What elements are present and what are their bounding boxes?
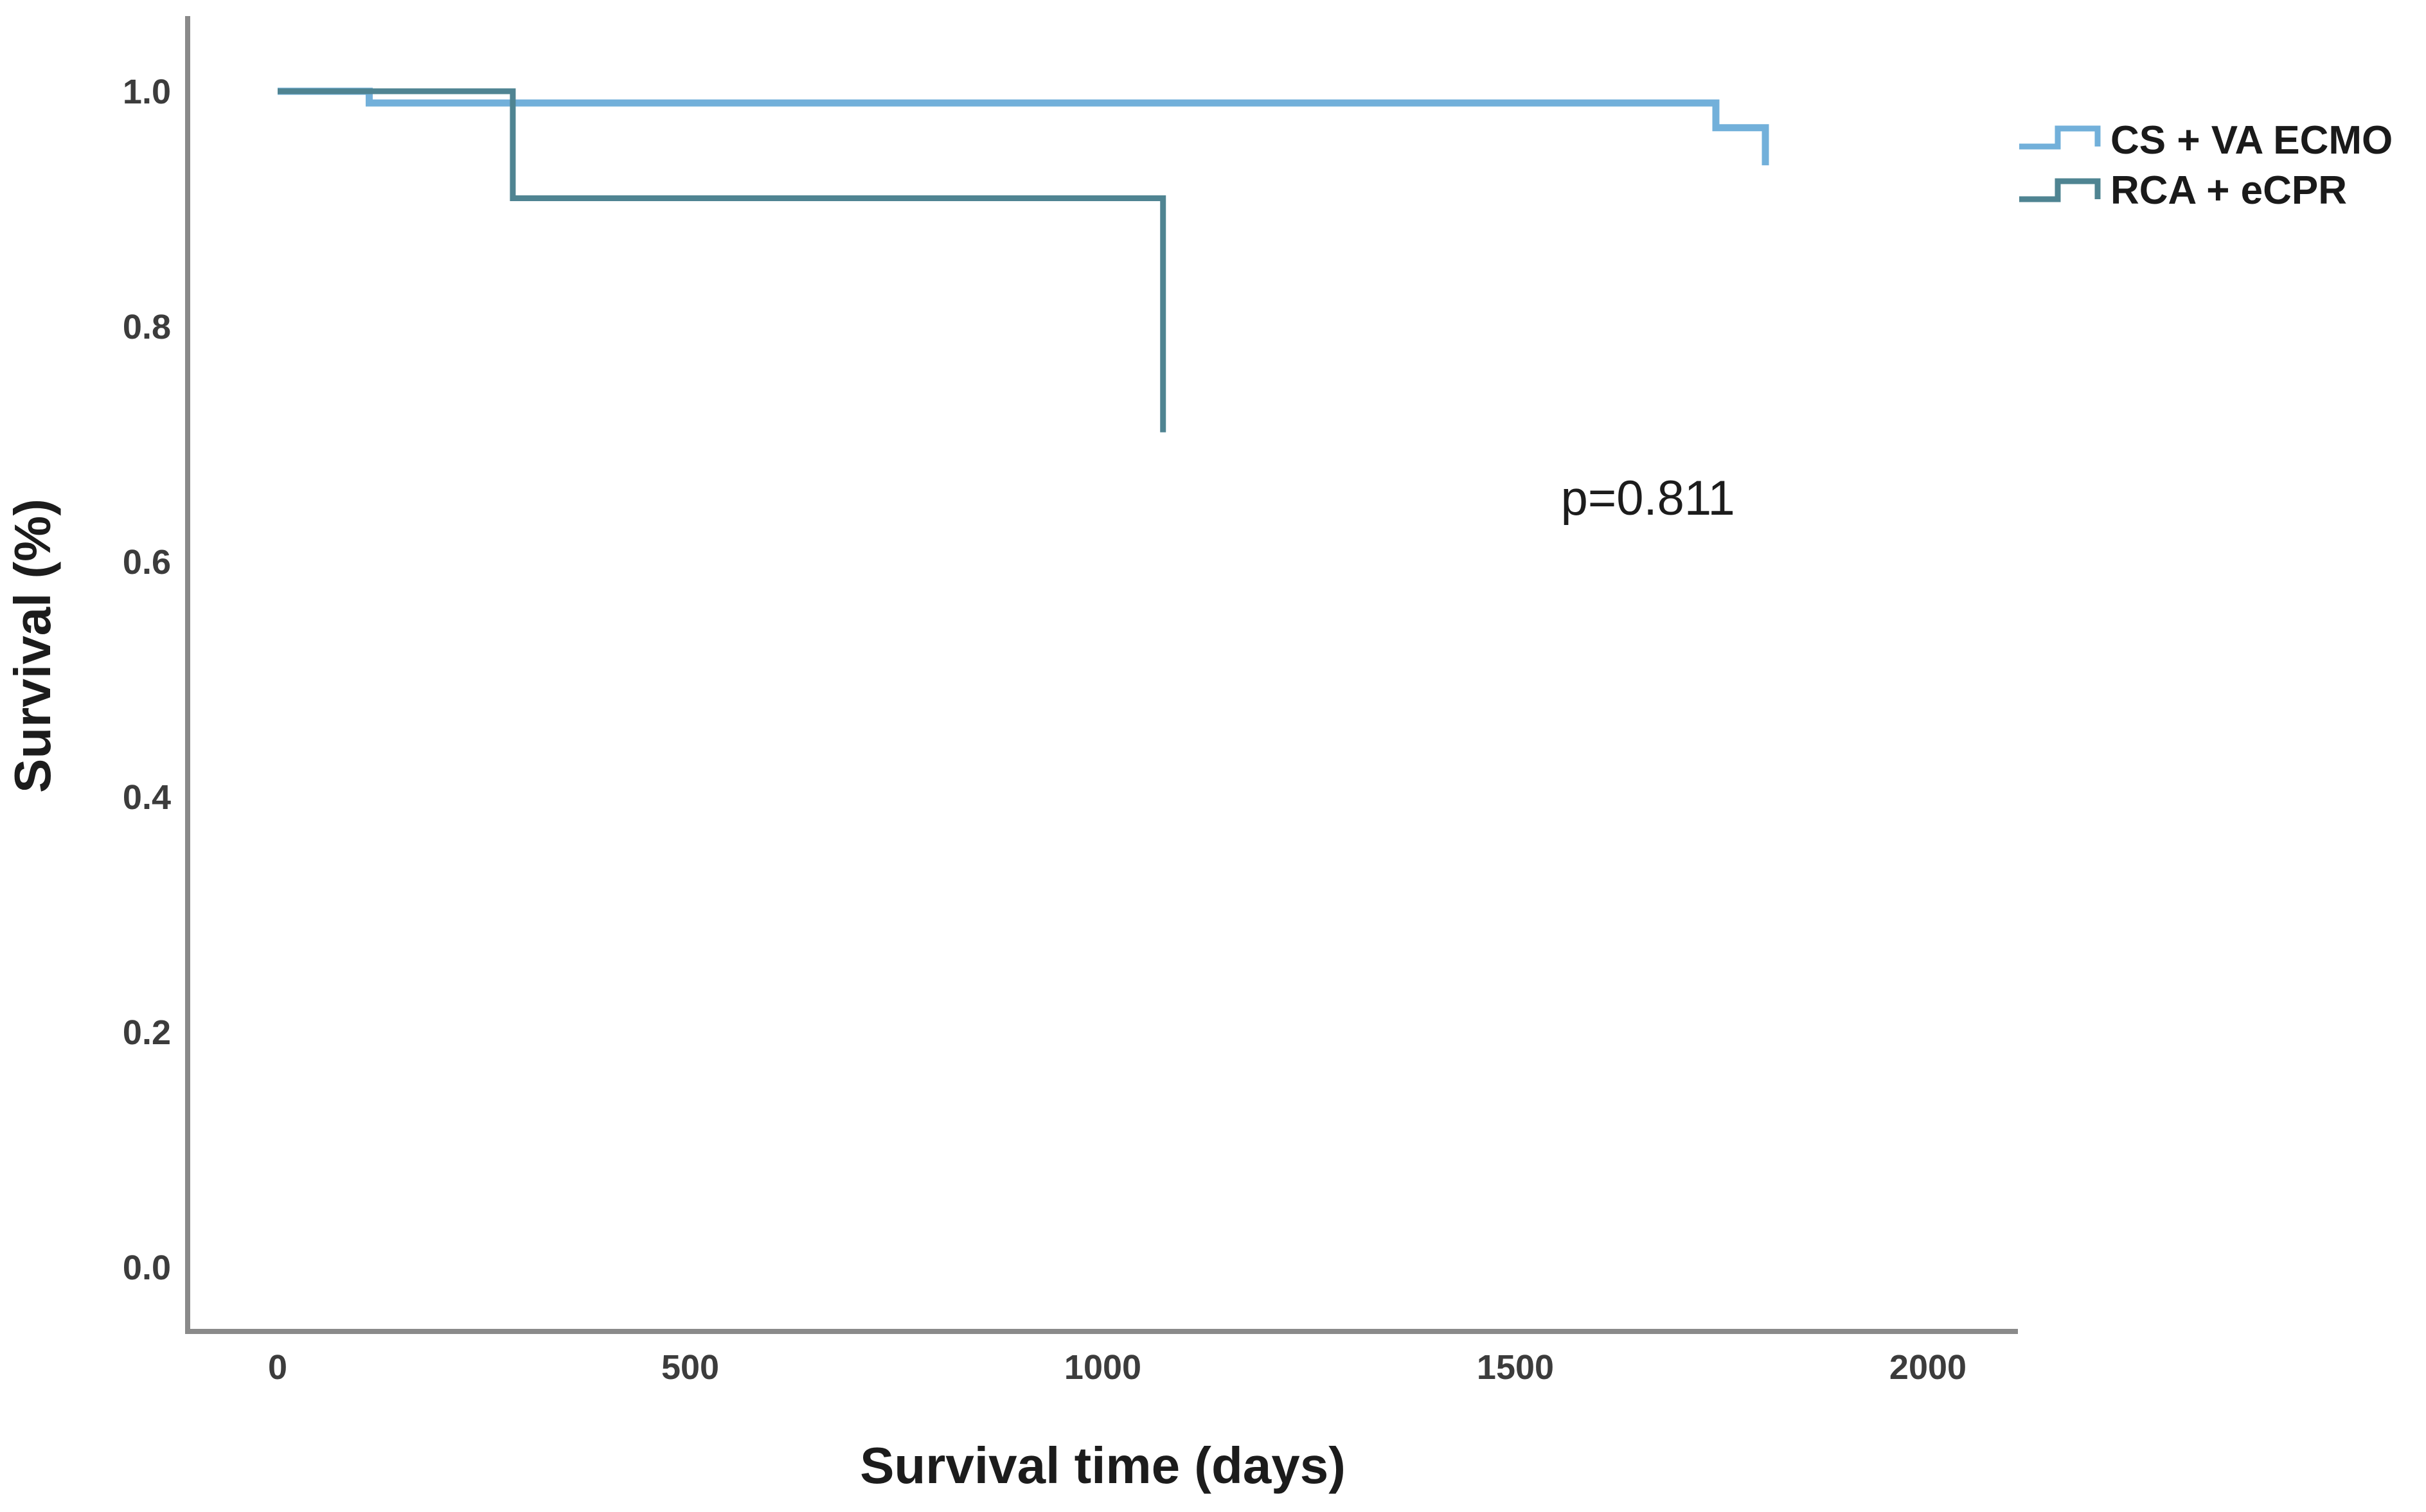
x-tick-label: 1000 [1064,1348,1141,1387]
x-tick-label: 0 [268,1348,287,1387]
legend-label: CS + VA ECMO [2110,118,2393,163]
x-tick-label: 500 [661,1348,719,1387]
survival-curves [278,87,1769,432]
p-value-annotation: p=0.811 [1561,471,1735,526]
legend-label: RCA + eCPR [2110,168,2347,213]
x-tick-label: 2000 [1889,1348,1967,1387]
legend-item-rca-ecpr: RCA + eCPR [2019,168,2347,213]
y-axis-title: Survival (%) [4,499,61,793]
x-axis-title: Survival time (days) [860,1437,1346,1494]
step-line-icon [2019,125,2101,150]
survival-curve-rca-ecpr [278,88,1166,432]
legend-item-cs-va-ecmo: CS + VA ECMO [2019,118,2393,163]
survival-curve-cs-va-ecmo [278,87,1769,166]
y-axis-tick-labels: 0.0 0.2 0.4 0.6 0.8 1.0 [123,73,171,1287]
y-tick-label: 0.0 [123,1249,171,1287]
y-tick-label: 0.8 [123,308,171,346]
y-tick-label: 0.4 [123,778,171,817]
y-tick-label: 1.0 [123,73,171,111]
y-tick-label: 0.6 [123,543,171,582]
x-axis-tick-labels: 0 500 1000 1500 2000 [268,1348,1967,1387]
x-tick-label: 1500 [1477,1348,1554,1387]
y-tick-label: 0.2 [123,1013,171,1052]
legend: CS + VA ECMO RCA + eCPR [2019,118,2393,213]
step-line-icon [2019,178,2101,202]
